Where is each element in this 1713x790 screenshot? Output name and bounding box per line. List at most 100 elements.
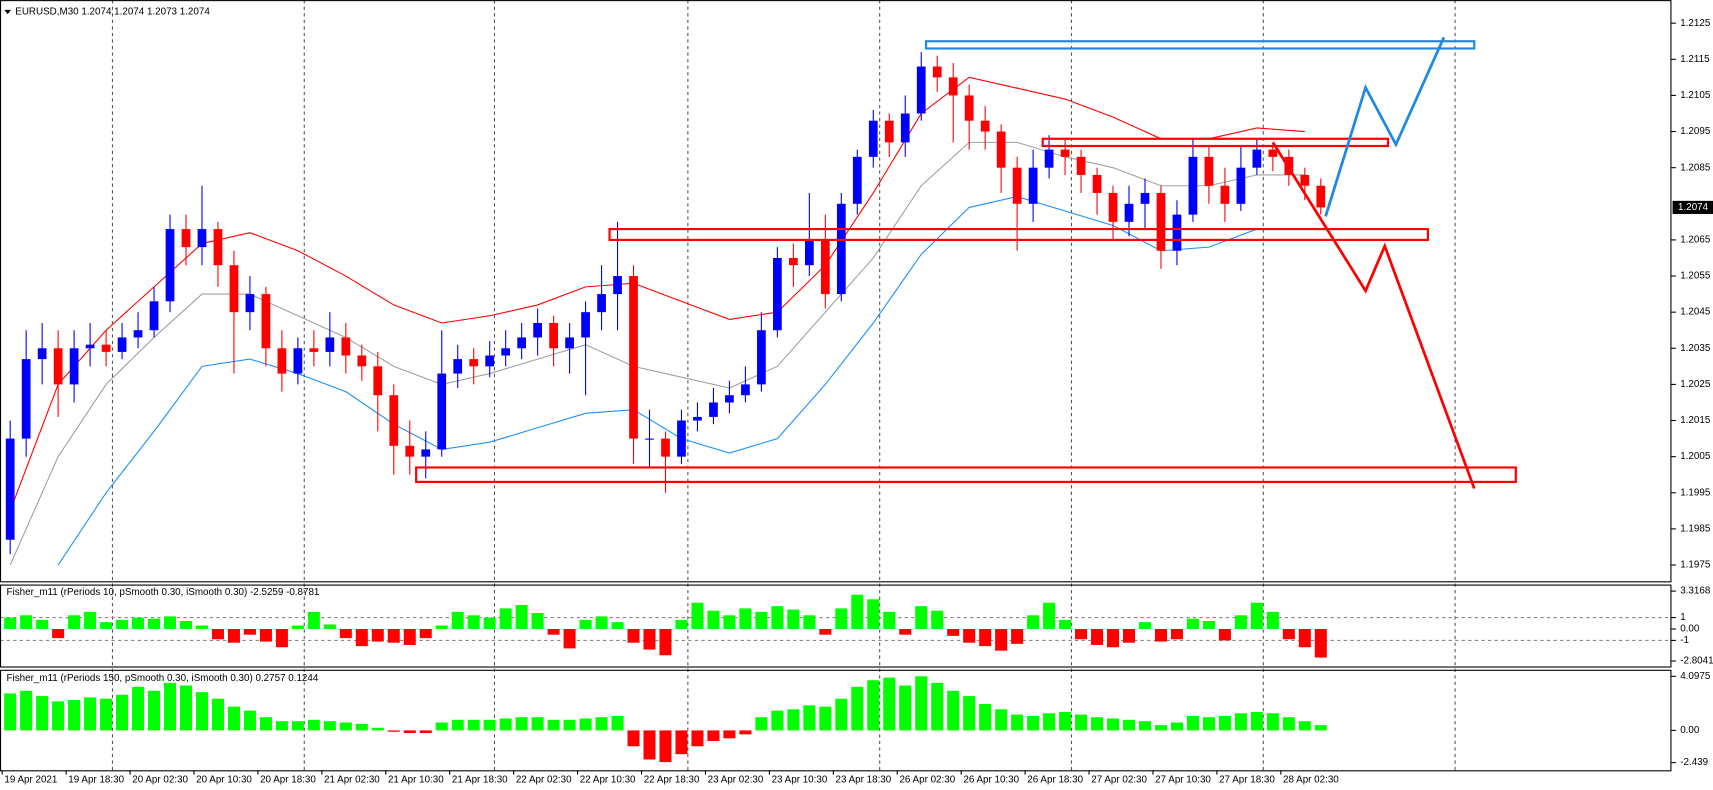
histogram-bar [259, 628, 272, 642]
candle-body [149, 301, 159, 331]
candle-body [1220, 185, 1230, 204]
histogram-bar [579, 619, 592, 629]
panel-frame [0, 584, 1672, 668]
candle-body [757, 330, 766, 385]
x-tick-label: 20 Apr 02:30 [132, 775, 188, 786]
histogram-bar [4, 617, 17, 629]
histogram-bar [867, 680, 880, 731]
histogram-bar [755, 717, 768, 731]
y-tick-label: 1 [1680, 612, 1685, 623]
histogram-bar [1091, 717, 1104, 731]
y-tick-label: 1.2065 [1680, 235, 1711, 246]
candle-body [693, 416, 702, 421]
histogram-bar [451, 611, 464, 629]
histogram-bar [36, 696, 49, 731]
histogram-bar [659, 628, 672, 656]
histogram-bar [1138, 721, 1152, 731]
histogram-bar [243, 710, 256, 731]
histogram-bar [1250, 602, 1263, 629]
histogram-bar [627, 730, 640, 747]
histogram-bar [1298, 628, 1311, 648]
histogram-bar [132, 686, 145, 731]
histogram-bar [867, 599, 880, 629]
x-tick-label: 28 Apr 02:30 [1283, 775, 1339, 786]
histogram-bar [291, 721, 304, 731]
x-tick-label: 22 Apr 10:30 [580, 775, 636, 786]
histogram-bar [835, 698, 848, 731]
histogram-bar [1298, 721, 1311, 731]
y-tick-label: 1.2115 [1680, 54, 1710, 65]
candle-body [1076, 156, 1086, 175]
histogram-bar [116, 619, 129, 629]
histogram-bar [499, 718, 512, 731]
candle-body [69, 348, 79, 385]
histogram-bar [1170, 722, 1183, 731]
x-tick-label: 21 Apr 10:30 [388, 775, 444, 786]
x-tick-label: 20 Apr 18:30 [260, 775, 316, 786]
histogram-bar [52, 701, 65, 731]
histogram-bar [739, 730, 752, 735]
histogram-bar [419, 730, 432, 734]
histogram-bar [963, 696, 976, 731]
moving-average [9, 76, 1305, 512]
histogram-bar [627, 628, 640, 643]
histogram-bar [68, 615, 81, 629]
menu-triangle[interactable] [4, 9, 11, 15]
histogram-bar [339, 722, 352, 731]
x-tick-label: 20 Apr 10:30 [196, 775, 252, 786]
x-tick-label: 21 Apr 18:30 [452, 775, 508, 786]
y-tick-label: 1.1975 [1680, 560, 1711, 571]
y-tick-label: 0.00 [1680, 725, 1700, 736]
histogram-bar [1059, 619, 1072, 629]
candle-body [1236, 167, 1246, 204]
histogram-bar [1027, 715, 1040, 731]
candle-body [133, 330, 143, 338]
candle-body [773, 257, 782, 331]
candle-body [629, 276, 638, 439]
histogram-bar [20, 615, 33, 629]
histogram-bar [403, 730, 416, 734]
histogram-bar [595, 717, 608, 731]
histogram-bar [483, 617, 496, 629]
x-tick-label: 26 Apr 02:30 [899, 775, 955, 786]
moving-average [9, 141, 1305, 566]
histogram-bar [803, 705, 816, 731]
histogram-bar [36, 619, 49, 629]
histogram-bar [947, 690, 960, 731]
histogram-bar [755, 611, 768, 629]
histogram-bar [403, 628, 416, 645]
histogram-bar [979, 704, 992, 731]
histogram-bar [787, 709, 800, 731]
candle-body [405, 445, 415, 457]
histogram-bar [1314, 628, 1327, 658]
histogram-bar [1202, 717, 1215, 731]
candle-body [261, 294, 271, 349]
histogram-bar [979, 628, 992, 647]
y-tick-label: 1.2125 [1680, 18, 1711, 29]
histogram-bar [275, 628, 288, 648]
histogram-bar [339, 628, 352, 639]
y-tick-label: 1.2025 [1680, 379, 1711, 390]
x-tick-label: 23 Apr 18:30 [836, 775, 892, 786]
candle-body [964, 95, 974, 121]
indicator-title: Fisher_m11 (rPeriods 10, pSmooth 0.30, i… [7, 587, 320, 598]
y-tick-label: -1 [1680, 635, 1689, 646]
candle-body [820, 239, 830, 295]
histogram-bar [1186, 618, 1199, 629]
histogram-bar [1234, 615, 1247, 629]
histogram-bar [164, 616, 177, 629]
candle-body [101, 344, 111, 352]
histogram-bar [1282, 717, 1295, 731]
candle-body [53, 348, 63, 385]
histogram-bar [275, 721, 288, 731]
candle-body [597, 294, 606, 313]
histogram-bar [132, 617, 145, 629]
histogram-bar [1123, 719, 1136, 731]
candle-body [1268, 149, 1278, 157]
histogram-bar [931, 682, 944, 731]
histogram-bar [323, 624, 336, 629]
candle-body [1300, 174, 1310, 186]
candle-body [613, 276, 622, 295]
